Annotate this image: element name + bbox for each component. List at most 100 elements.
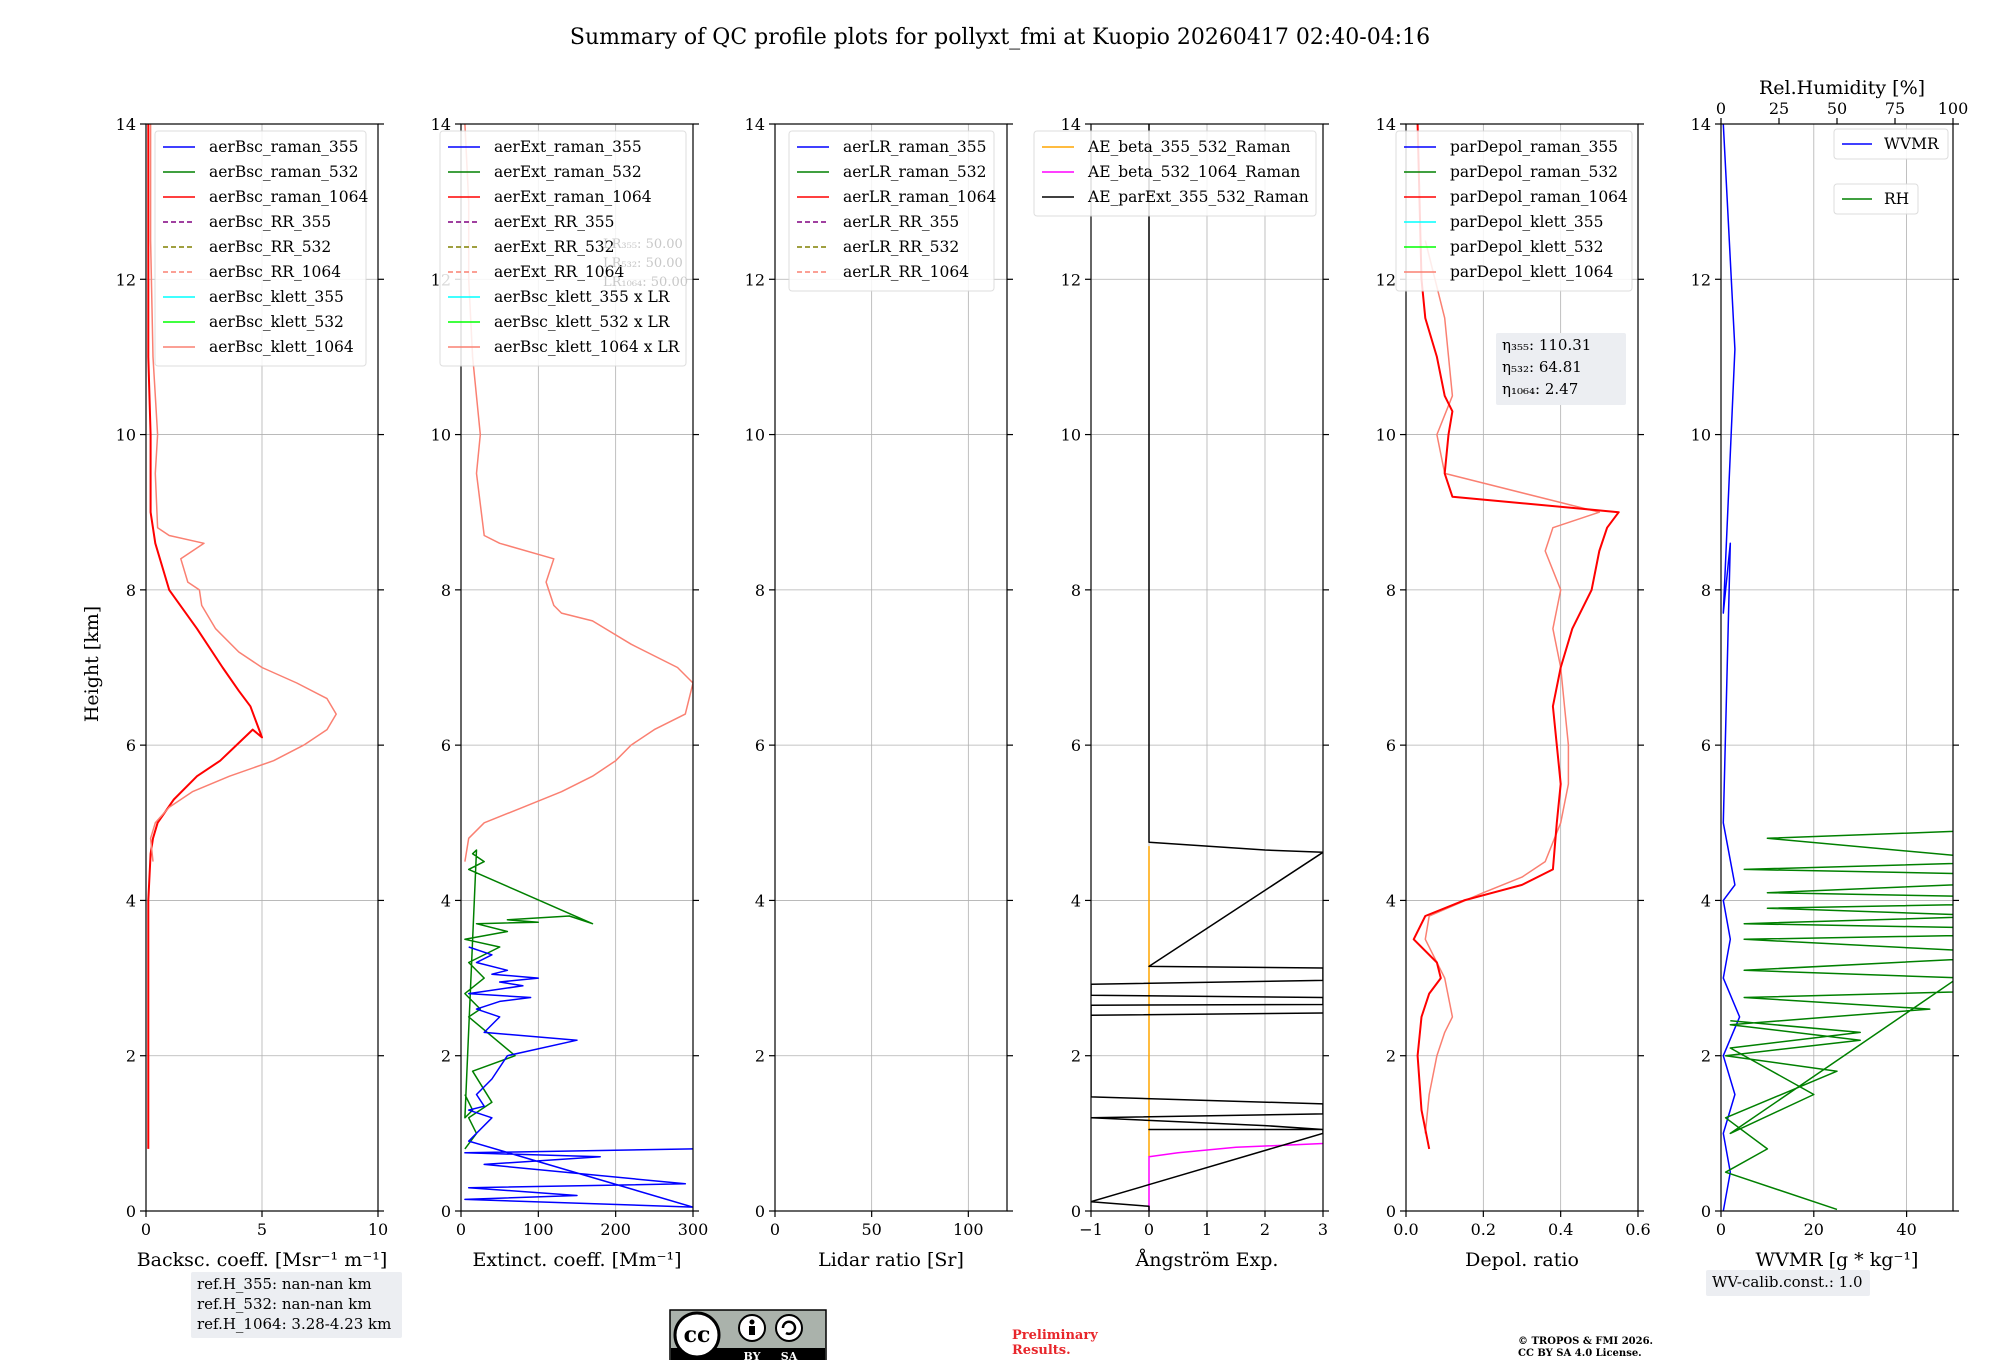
x-tick-label: 50 <box>861 1220 881 1239</box>
x-tick-label: 0 <box>141 1220 151 1239</box>
x-axis-label: WVMR [g * kg⁻¹] <box>1756 1249 1919 1271</box>
panel-ext: 024681012140100200300Extinct. coeff. [Mm… <box>431 115 709 1271</box>
by-label: BY <box>744 1350 761 1360</box>
legend-entry: parDepol_klett_355 <box>1450 213 1603 231</box>
y-tick-label: 8 <box>755 581 765 600</box>
panel-wv: 0 2 4 6 8 10 12 14 0 20 40 WVMR [g * kg⁻¹] 0 25 50 75 10… <box>1691 77 1969 1296</box>
legend-entry: parDepol_raman_355 <box>1450 138 1618 156</box>
copyright-line: © TROPOS & FMI 2026. <box>1518 1336 1653 1347</box>
legend-entry: aerExt_raman_355 <box>494 138 642 156</box>
series-aerExt_raman_532 <box>464 849 594 1150</box>
series-WVMR <box>1722 124 1741 1211</box>
legend-entry: WVMR <box>1884 135 1940 153</box>
y-tick-label: 10 <box>431 426 451 445</box>
y-tick-label: 8 <box>1701 581 1711 600</box>
y-tick-label: 12 <box>116 270 136 289</box>
legend-box <box>439 130 687 367</box>
legend-entry: AE_parExt_355_532_Raman <box>1087 188 1309 206</box>
annotation-depol: η₃₅₅: 110.31 η₅₃₂: 64.81 η₁₀₆₄: 2.47 <box>1496 333 1626 405</box>
annotation-ext: LR₃₅₅: 50.00 LR₅₃₂: 50.00 LR₁₀₆₄: 50.00 <box>603 237 688 290</box>
legend-box <box>154 130 367 367</box>
legend-entry: aerBsc_RR_532 <box>209 238 331 256</box>
by-icon-head <box>749 1319 755 1325</box>
y-tick-label: 0 <box>1071 1202 1081 1221</box>
y-tick-label: 4 <box>441 891 451 910</box>
y-tick-label: 8 <box>441 581 451 600</box>
y-tick-label: 6 <box>126 736 136 755</box>
annotation-line: ref.H_355: nan-nan km <box>197 1275 372 1293</box>
annotation-bsc: ref.H_355: nan-nan km ref.H_532: nan-nan … <box>191 1272 402 1338</box>
sa-icon <box>775 1314 803 1342</box>
copyright-line: CC BY SA 4.0 License. <box>1518 1348 1642 1359</box>
annotation-line: η₃₅₅: 110.31 <box>1502 336 1591 354</box>
y-tick-label: 8 <box>126 581 136 600</box>
legend-entry: aerExt_raman_532 <box>494 163 642 181</box>
series-AE_parExt_355_532_Raman <box>1091 124 1323 1211</box>
series-parDepol_klett_1064 <box>1424 240 1601 1134</box>
preliminary-label: Preliminary <box>1012 1328 1098 1343</box>
y-tick-label: 14 <box>1061 115 1081 134</box>
top-x-tick-label: 0 <box>1716 99 1726 118</box>
series-aerExt_raman_355 <box>464 946 693 1208</box>
series-aerBsc_klett_1064 x LR <box>464 124 693 862</box>
legend-entry: aerLR_raman_532 <box>843 163 986 181</box>
x-tick-label: 5 <box>257 1220 267 1239</box>
legend-entry: parDepol_klett_532 <box>1450 238 1603 256</box>
x-tick-label: 0.0 <box>1393 1220 1418 1239</box>
legend-entry: aerBsc_klett_532 <box>209 313 344 331</box>
annotation-line: η₁₀₆₄: 2.47 <box>1502 380 1578 398</box>
series-group <box>464 124 693 1208</box>
legend-entry: aerBsc_RR_1064 <box>209 263 341 281</box>
series-RH <box>1724 830 1953 1211</box>
y-tick-label: 6 <box>1386 736 1396 755</box>
top-x-tick-label: 25 <box>1769 99 1789 118</box>
y-tick-label: 8 <box>1386 581 1396 600</box>
y-tick-label: 4 <box>1071 891 1081 910</box>
x-axis-label: Lidar ratio [Sr] <box>818 1249 964 1271</box>
y-tick-label: 0 <box>126 1202 136 1221</box>
legend: WVMR RH <box>1833 128 1949 215</box>
x-tick-label: 300 <box>678 1220 709 1239</box>
legend: AE_beta_355_532_Raman AE_beta_532_1064_Ra… <box>1033 130 1317 217</box>
top-x-tick-label: 75 <box>1885 99 1905 118</box>
y-tick-label: 12 <box>1061 270 1081 289</box>
y-tick-label: 14 <box>116 115 136 134</box>
axes-frame <box>1720 123 1954 1212</box>
annotation-line: WV-calib.const.: 1.0 <box>1712 1273 1863 1291</box>
legend-entry: aerBsc_klett_355 x LR <box>494 288 671 306</box>
top-x-tick-label: 50 <box>1827 99 1847 118</box>
axes-frame <box>460 123 694 1212</box>
legend-entry: aerExt_RR_532 <box>494 238 615 256</box>
legend-entry: AE_beta_532_1064_Raman <box>1087 163 1300 181</box>
x-tick-label: 0 <box>1716 1220 1726 1239</box>
legend-entry: AE_beta_355_532_Raman <box>1087 138 1290 156</box>
legend-entry: aerBsc_raman_355 <box>209 138 359 156</box>
annotation-line: LR₃₅₅: 50.00 <box>603 237 683 252</box>
y-tick-label: 0 <box>1701 1202 1711 1221</box>
legend-entry: aerLR_RR_1064 <box>843 263 969 281</box>
cc-icon-text: cc <box>684 1322 711 1348</box>
y-tick-label: 4 <box>1701 891 1711 910</box>
x-tick-label: 0.6 <box>1625 1220 1650 1239</box>
legend-entry: aerLR_RR_532 <box>843 238 959 256</box>
legend-entry: parDepol_raman_1064 <box>1450 188 1628 206</box>
x-tick-label: 200 <box>600 1220 631 1239</box>
x-axis-label: Depol. ratio <box>1465 1249 1579 1271</box>
x-tick-label: 100 <box>953 1220 984 1239</box>
top-x-tick-label: 100 <box>1938 99 1969 118</box>
x-axis-label: Extinct. coeff. [Mm⁻¹] <box>472 1249 681 1271</box>
legend: aerLR_raman_355 aerLR_raman_532 aerLR_rama… <box>788 130 996 292</box>
x-axis-label: Backsc. coeff. [Msr⁻¹ m⁻¹] <box>137 1249 388 1271</box>
legend: aerBsc_raman_355 aerBsc_raman_532 aerBsc_r… <box>154 130 369 367</box>
x-tick-label: 0.4 <box>1548 1220 1573 1239</box>
legend-entry: aerLR_raman_1064 <box>843 188 996 206</box>
annotation-line: LR₁₀₆₄: 50.00 <box>603 275 688 290</box>
y-tick-label: 10 <box>116 426 136 445</box>
y-tick-label: 10 <box>1061 426 1081 445</box>
figure-title: Summary of QC profile plots for pollyxt_… <box>570 25 1430 50</box>
legend-box <box>788 130 995 292</box>
x-tick-label: 10 <box>368 1220 388 1239</box>
y-tick-label: 2 <box>1071 1047 1081 1066</box>
y-tick-label: 2 <box>441 1047 451 1066</box>
